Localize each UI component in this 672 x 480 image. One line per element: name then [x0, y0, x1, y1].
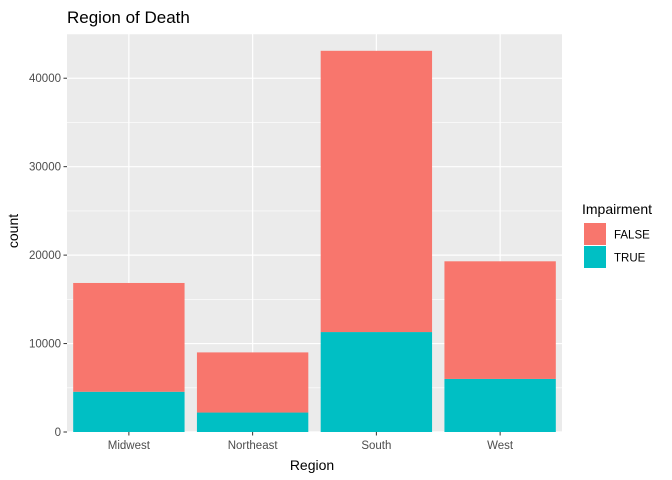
x-axis-title: Region — [290, 457, 334, 473]
x-tick-label: West — [487, 440, 514, 452]
x-tick-label: South — [361, 440, 391, 452]
x-axis: Midwest Northeast South West — [108, 432, 514, 452]
x-tick-label: Northeast — [228, 440, 279, 452]
bar-west-false — [444, 261, 556, 379]
y-tick-label: 40000 — [29, 73, 61, 85]
bar-northeast-false — [196, 352, 309, 413]
bar-south-false — [320, 50, 433, 333]
legend: Impairment FALSE TRUE — [582, 201, 652, 268]
y-tick-label: 0 — [55, 427, 61, 439]
y-tick-label: 10000 — [29, 339, 61, 351]
legend-key-false — [584, 223, 606, 245]
bar-west-true — [444, 378, 556, 432]
x-tick-label: Midwest — [108, 440, 151, 452]
bar-south-true — [320, 332, 433, 432]
legend-label: FALSE — [614, 230, 650, 242]
y-axis-title: count — [5, 214, 21, 248]
legend-label: TRUE — [614, 253, 646, 265]
chart-title: Region of Death — [67, 8, 190, 27]
bars — [73, 50, 556, 432]
legend-key-true — [584, 246, 606, 268]
bar-northeast-true — [196, 412, 309, 432]
y-tick-label: 30000 — [29, 162, 61, 174]
y-tick-label: 20000 — [29, 250, 61, 262]
legend-title: Impairment — [582, 201, 652, 217]
y-axis: 0 10000 20000 30000 40000 — [29, 73, 67, 439]
bar-midwest-false — [73, 282, 185, 392]
bar-midwest-true — [73, 391, 185, 432]
